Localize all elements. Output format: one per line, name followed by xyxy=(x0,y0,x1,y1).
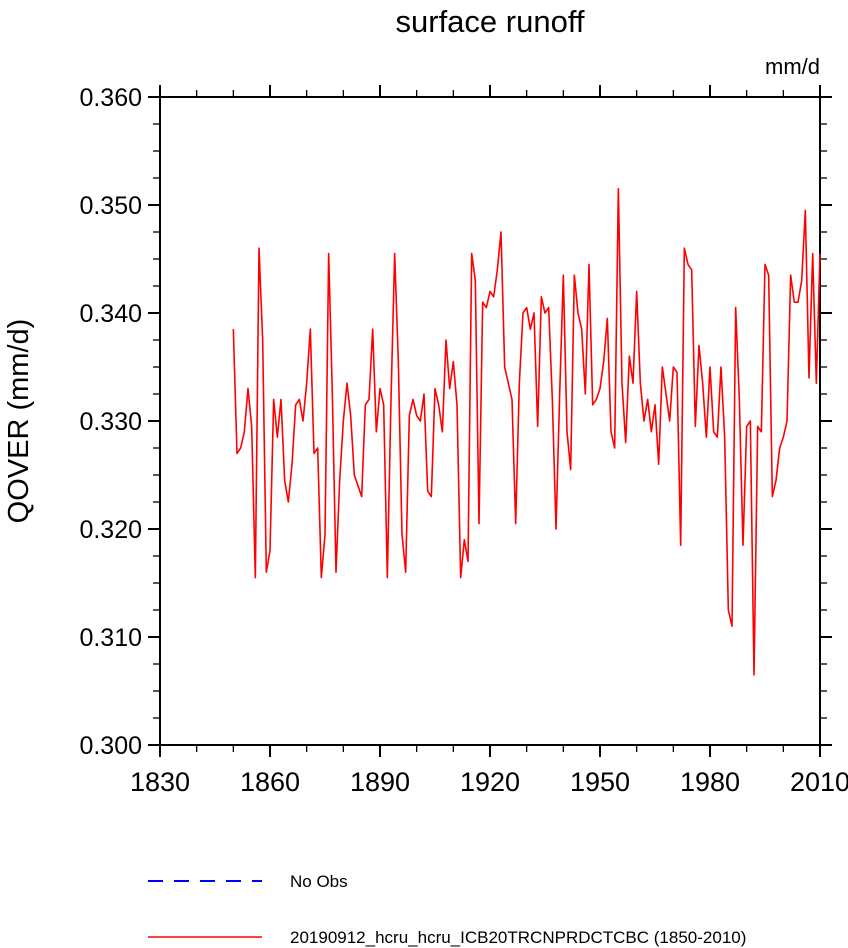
x-tick-label: 1920 xyxy=(460,767,520,797)
x-tick-label: 1950 xyxy=(570,767,630,797)
y-tick-label: 0.300 xyxy=(79,732,142,760)
x-tick-label: 1890 xyxy=(350,767,410,797)
x-tick-label: 1980 xyxy=(680,767,740,797)
x-tick-label: 2010 xyxy=(790,767,848,797)
y-tick-label: 0.330 xyxy=(79,408,142,436)
y-axis-label: QOVER (mm/d) xyxy=(3,319,35,524)
plot-frame xyxy=(159,96,821,746)
legend-label-series: 20190912_hcru_hcru_ICB20TRCNPRDCTCBC (18… xyxy=(290,928,746,947)
x-tick-label: 1830 xyxy=(130,767,190,797)
y-tick-label: 0.350 xyxy=(79,192,142,220)
y-tick-label: 0.340 xyxy=(79,300,142,328)
y-tick-label: 0.310 xyxy=(79,624,142,652)
units-label: mm/d xyxy=(765,54,820,79)
legend-label-no-obs: No Obs xyxy=(290,872,348,891)
legend: No Obs 20190912_hcru_hcru_ICB20TRCNPRDCT… xyxy=(148,872,746,947)
y-tick-label: 0.320 xyxy=(79,516,142,544)
plot-area: 1830 1860 1890 1920 1950 1980 2010 0.300 0.310 0.… xyxy=(79,84,848,797)
x-tick-label: 1860 xyxy=(240,767,300,797)
y-tick-label: 0.360 xyxy=(79,84,142,112)
chart-title: surface runoff xyxy=(396,4,585,39)
legend-item-series: 20190912_hcru_hcru_ICB20TRCNPRDCTCBC (18… xyxy=(148,928,746,947)
runoff-series-line xyxy=(232,188,821,676)
legend-item-no-obs: No Obs xyxy=(148,872,348,891)
